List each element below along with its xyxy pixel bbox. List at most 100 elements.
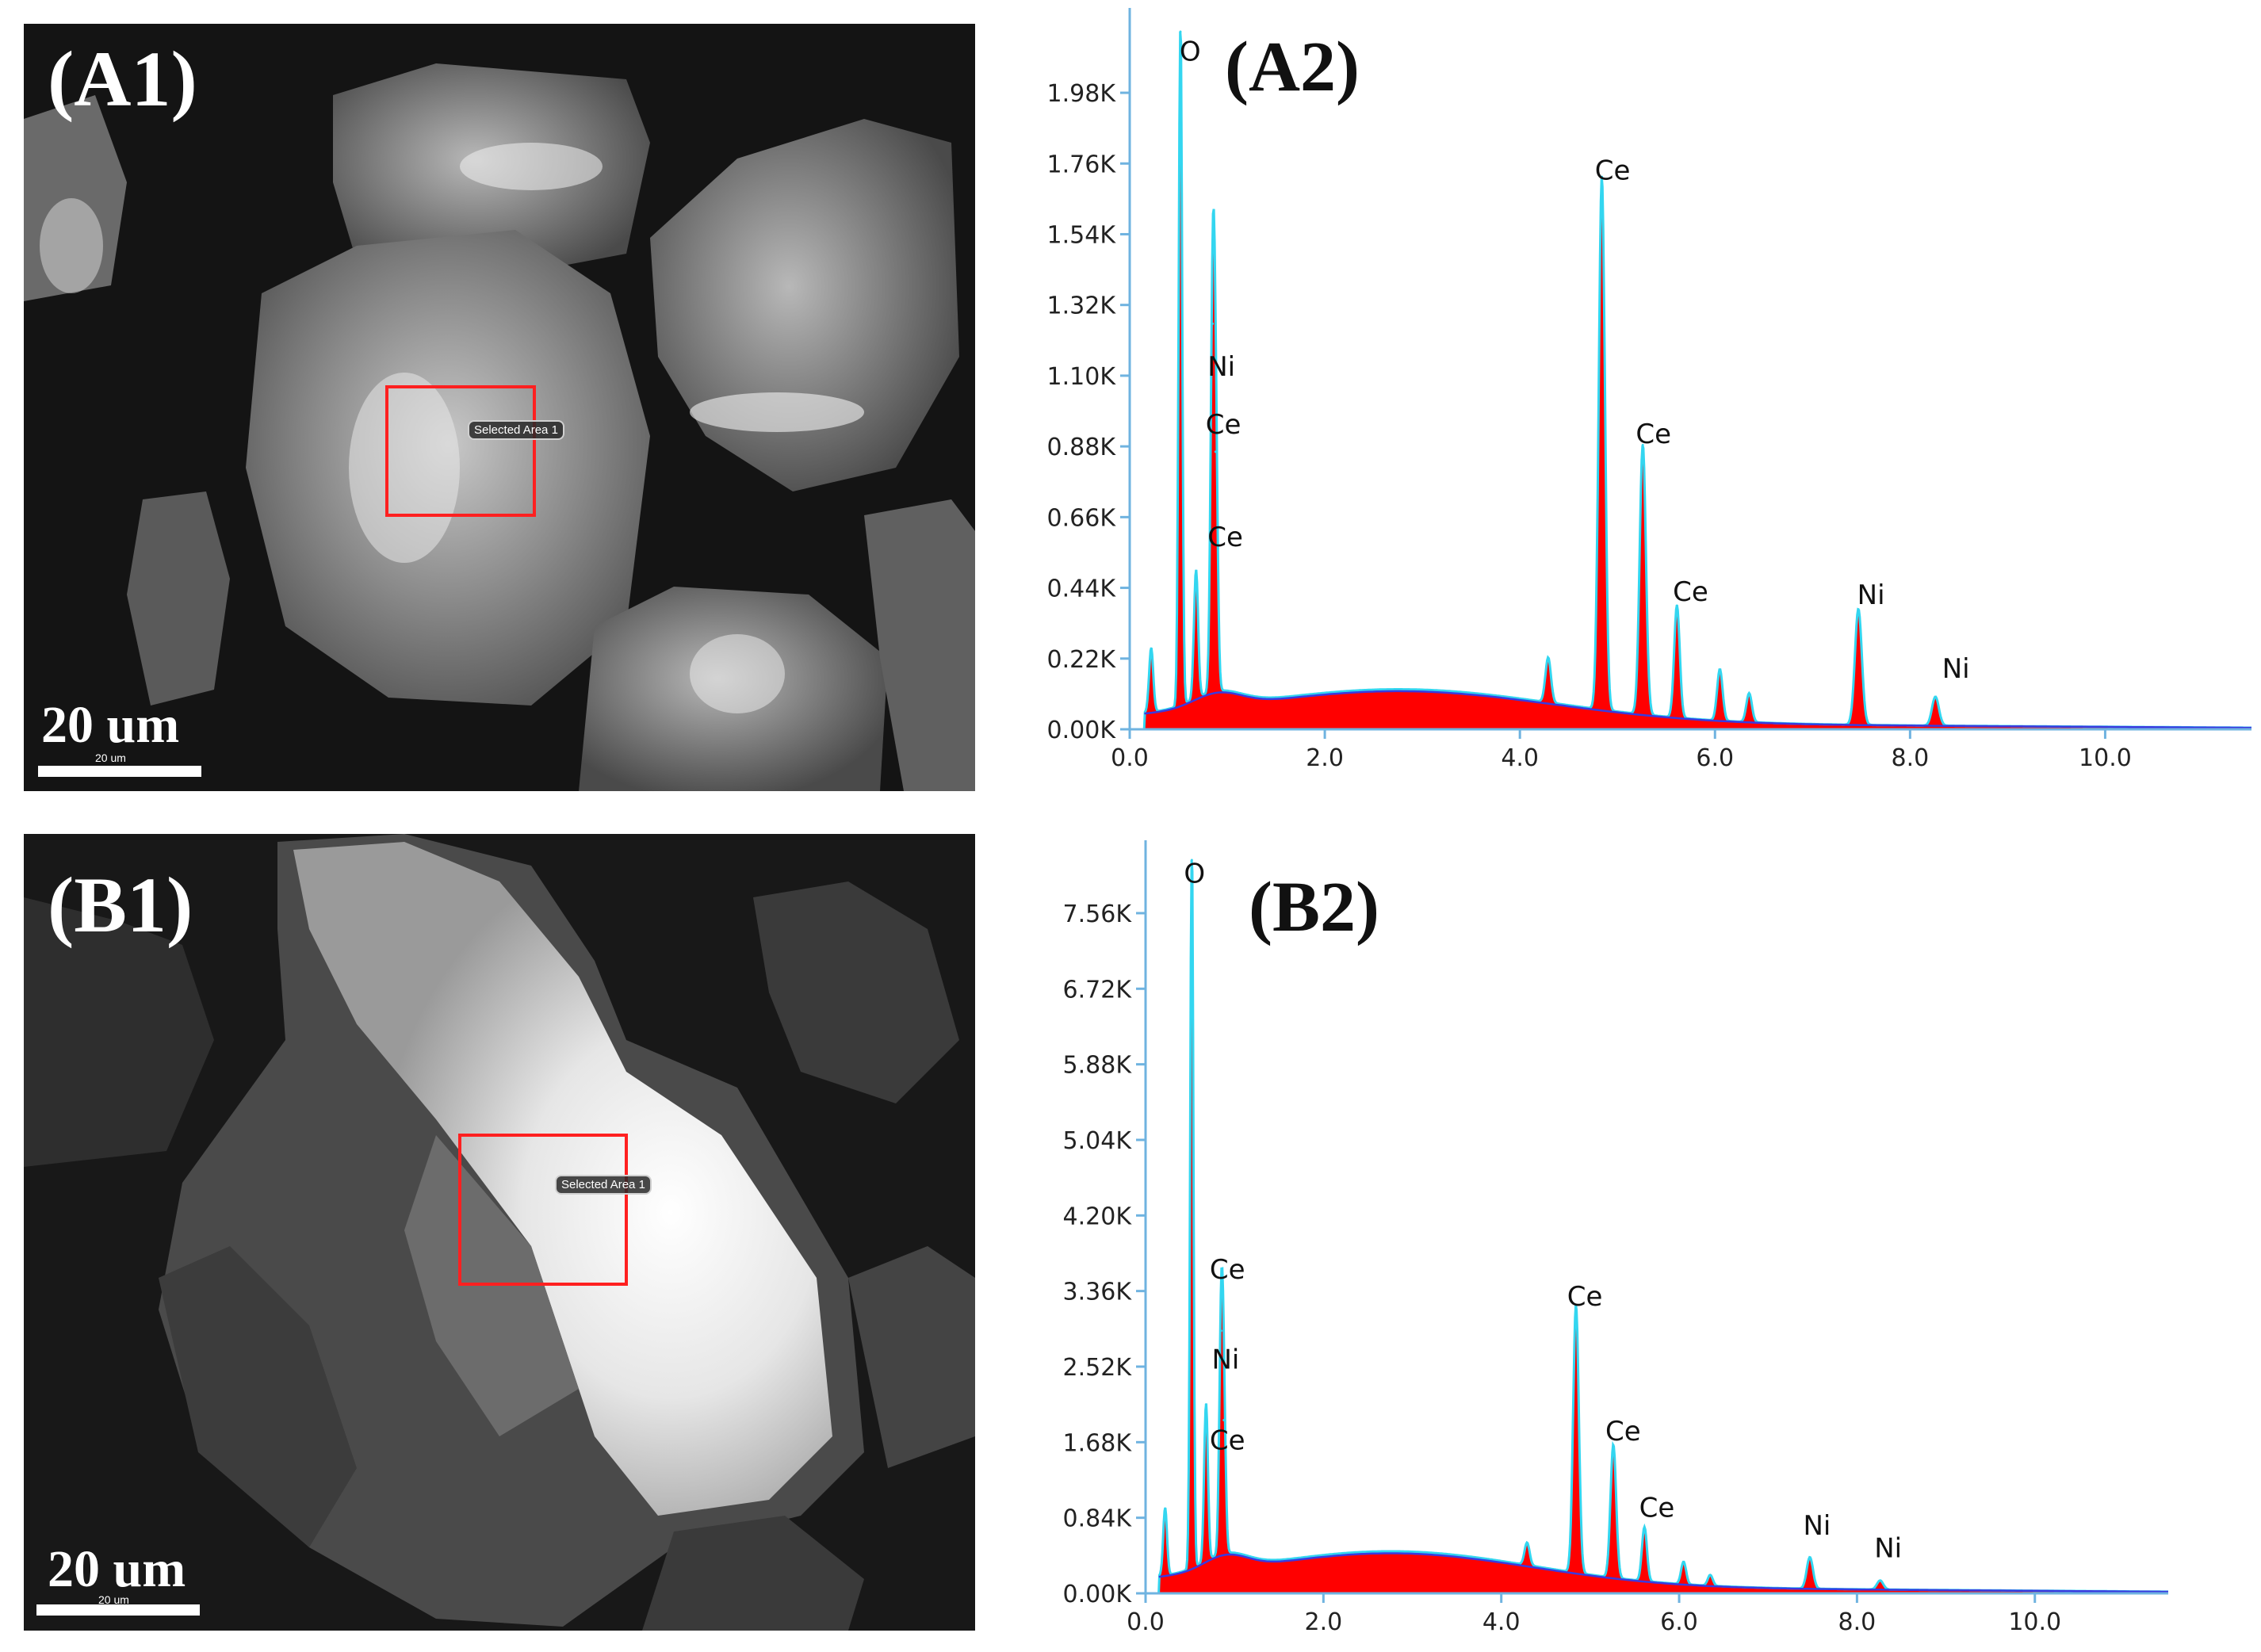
spectrum-peak — [1204, 1403, 1207, 1406]
x-tick-label: 2.0 — [1304, 1608, 1342, 1636]
x-tick-label: 8.0 — [1838, 1608, 1877, 1636]
eds-spectrum-svg-b2: 0.00K 0.84K 1.68K 2.52K 3.36K 4.20K 5.04K 5.88K… — [1063, 836, 2168, 1636]
spectrum-peak — [1808, 1556, 1811, 1559]
peak-label: O — [1184, 858, 1205, 889]
y-tick-label: 0.84K — [1063, 1505, 1133, 1533]
spectrum-fit-line — [1130, 31, 2251, 731]
peak-label: Ni — [1207, 351, 1235, 383]
peak-label: Ni — [1212, 1344, 1240, 1375]
spectrum-peak — [1857, 608, 1860, 611]
y-tick-label: 1.98K — [1047, 80, 1117, 108]
spectrum-peak — [1708, 1574, 1712, 1577]
y-tick-label: 0.00K — [1047, 717, 1117, 744]
spectrum-peak — [1747, 692, 1750, 695]
peak-label: Ni — [1874, 1533, 1902, 1565]
spectrum-peak — [1574, 1304, 1578, 1307]
peak-markers-0 — [1150, 30, 1937, 698]
y-tick-label: 0.88K — [1047, 434, 1117, 461]
y-tick-label: 2.52K — [1063, 1354, 1133, 1382]
x-axis-ticks-1: 0.0 2.0 4.0 6.0 8.0 10.0 — [1127, 1593, 2061, 1636]
panel-label-b1: (B1) — [48, 861, 193, 949]
y-tick-label: 4.20K — [1063, 1203, 1133, 1230]
y-tick-label: 1.10K — [1047, 363, 1117, 391]
selected-area-tag-b1: Selected Area 1 — [555, 1175, 652, 1195]
x-tick-label: 4.0 — [1501, 744, 1539, 772]
y-tick-label: 1.32K — [1047, 293, 1117, 320]
y-tick-label: 1.54K — [1047, 221, 1117, 249]
y-tick-label: 7.56K — [1063, 901, 1133, 928]
scale-small-label-a1: 20 um — [95, 751, 126, 764]
y-axis-ticks-1: 0.00K 0.84K 1.68K 2.52K 3.36K 4.20K 5.04K 5.88K… — [1063, 901, 1146, 1608]
peak-label: Ni — [1942, 653, 1970, 685]
spectrum-peak — [1879, 1579, 1882, 1582]
scale-bar-b1 — [36, 1604, 200, 1616]
spectrum-peak — [1211, 322, 1215, 325]
selected-area-box-b1 — [458, 1134, 628, 1286]
spectrum-peak — [1643, 1526, 1646, 1529]
y-axis-ticks-0: 0.00K 0.22K 0.44K 0.66K 0.88K 1.10K 1.32K 1.54K… — [1047, 80, 1130, 744]
peak-label: Ce — [1595, 155, 1631, 187]
chart-title-b2: (B2) — [1249, 868, 1379, 946]
scale-label-b1: 20 um — [48, 1540, 186, 1598]
y-tick-label: 0.00K — [1063, 1581, 1133, 1608]
spectrum-peak — [1641, 443, 1644, 446]
peak-label: Ce — [1605, 1416, 1641, 1447]
x-tick-label: 6.0 — [1660, 1608, 1698, 1636]
spectrum-peak — [1222, 1418, 1226, 1421]
peak-label: Ce — [1639, 1493, 1675, 1524]
peak-label: Ni — [1803, 1510, 1831, 1542]
x-axis-ticks-0: 0.0 2.0 4.0 6.0 8.0 10.0 — [1111, 729, 2132, 772]
spectrum-peak — [1547, 657, 1550, 660]
selected-area-box-a1 — [385, 385, 536, 517]
y-tick-label: 1.68K — [1063, 1429, 1133, 1457]
peak-label: Ce — [1673, 576, 1708, 608]
spectrum-peak — [1179, 30, 1182, 33]
peak-label: Ni — [1857, 579, 1885, 611]
spectrum-peak — [1164, 1507, 1167, 1510]
y-tick-label: 0.44K — [1047, 576, 1117, 603]
y-tick-label: 3.36K — [1063, 1279, 1133, 1306]
y-tick-label: 5.04K — [1063, 1127, 1133, 1155]
peak-label: Ce — [1210, 1254, 1245, 1286]
eds-spectrum-a2: 0.00K 0.22K 0.44K 0.66K 0.88K 1.10K 1.32K 1.54K… — [991, 8, 2259, 801]
spectrum-fill — [1130, 32, 2251, 729]
sem-image-a1: (A1) Selected Area 1 20 um 20 um — [24, 24, 975, 791]
spectrum-peak — [1612, 1444, 1615, 1447]
spectrum-peak — [1525, 1543, 1528, 1546]
spectrum-fill — [1146, 860, 2168, 1593]
peak-label: Ce — [1207, 522, 1243, 553]
panel-label-a1: (A1) — [48, 35, 197, 123]
background-line — [1158, 1552, 2168, 1593]
spectrum-peak — [1219, 1329, 1222, 1333]
y-tick-label: 0.22K — [1047, 646, 1117, 674]
spectrum-peak — [1190, 859, 1193, 862]
y-tick-label: 1.76K — [1047, 151, 1117, 178]
eds-spectrum-b2: 0.00K 0.84K 1.68K 2.52K 3.36K 4.20K 5.04K 5.88K… — [991, 836, 2259, 1649]
peak-label: O — [1180, 36, 1201, 67]
scale-bar-a1 — [38, 766, 201, 777]
peak-markers-1 — [1164, 859, 1882, 1582]
spectrum-peak — [1195, 569, 1198, 572]
x-tick-label: 6.0 — [1696, 744, 1734, 772]
sem-image-b1: (B1) Selected Area 1 20 um 20 um — [24, 834, 975, 1631]
spectrum-peak — [1934, 695, 1937, 698]
eds-spectrum-svg-a2: 0.00K 0.22K 0.44K 0.66K 0.88K 1.10K 1.32K 1.54K… — [1047, 8, 2251, 772]
y-tick-label: 6.72K — [1063, 976, 1133, 1004]
x-tick-label: 8.0 — [1891, 744, 1929, 772]
peak-annotations-0: O Ni Ce Ce Ce Ce Ce Ni Ni — [1180, 36, 1970, 685]
y-tick-label: 5.88K — [1063, 1052, 1133, 1080]
spectrum-peak — [1601, 175, 1604, 178]
spectrum-peak — [1150, 647, 1153, 650]
x-tick-label: 10.0 — [2079, 744, 2132, 772]
spectrum-peak — [1675, 604, 1678, 607]
background-line — [1144, 690, 2251, 729]
chart-title-a2: (A2) — [1225, 28, 1360, 106]
x-tick-label: 10.0 — [2008, 1608, 2061, 1636]
peak-label: Ce — [1635, 419, 1671, 450]
sem-micrograph-b1 — [24, 834, 975, 1631]
peak-label: Ce — [1206, 409, 1241, 441]
spectrum-peak — [1718, 668, 1721, 671]
spectrum-peak — [1214, 450, 1217, 453]
selected-area-tag-a1: Selected Area 1 — [468, 420, 564, 440]
x-tick-label: 2.0 — [1306, 744, 1344, 772]
